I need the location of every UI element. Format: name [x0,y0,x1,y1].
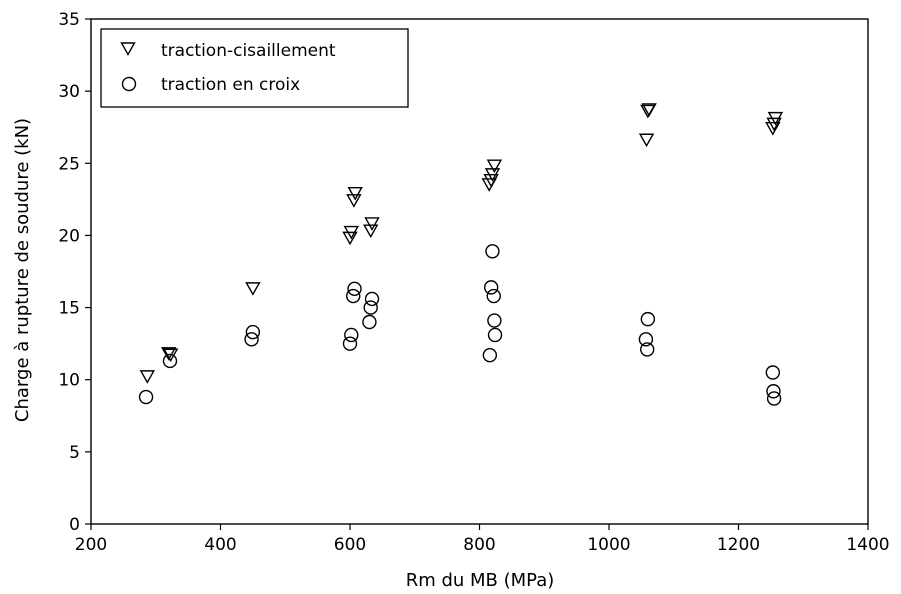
x-tick-label: 1400 [846,535,889,555]
data-point-traction-en-croix [640,311,656,327]
y-tick-label: 10 [58,371,80,391]
x-tick-label: 1200 [717,535,760,555]
data-point-traction-en-croix [766,384,781,399]
data-point-traction-en-croix [640,342,655,357]
data-point-traction-en-croix [483,280,499,295]
x-tick-label: 200 [75,535,107,555]
data-point-traction-en-croix [162,353,178,369]
axis-ticks: 200 400 600 800 1000 1200 1400 0 5 10 15 20 25 30 35 [58,10,889,555]
y-tick-label: 0 [69,515,80,535]
data-point-traction-cisaillement [765,122,781,136]
y-tick-label: 15 [58,299,80,319]
data-point-traction-cisaillement [363,224,379,239]
data-point-traction-cisaillement [161,347,177,361]
data-point-traction-en-croix [766,391,782,406]
data-point-traction-cisaillement [483,173,499,188]
data-point-traction-cisaillement [364,217,380,231]
legend-box [100,28,409,108]
legend-triangle-down-icon [120,42,136,56]
y-tick-label: 5 [69,443,80,463]
data-point-traction-en-croix [482,347,498,363]
data-point-traction-cisaillement [139,370,156,384]
data-point-traction-en-croix [346,288,361,304]
data-point-traction-en-croix [486,288,501,304]
data-point-traction-cisaillement [245,282,261,296]
legend-label-series-1: traction-cisaillement [161,41,336,61]
data-point-traction-en-croix [485,244,500,259]
x-tick-label: 1000 [587,535,630,555]
data-point-traction-cisaillement [343,225,359,240]
x-tick-label: 800 [463,535,495,555]
legend-circle-icon [121,76,137,92]
data-point-traction-en-croix [245,324,261,340]
data-point-traction-en-croix [138,389,154,405]
data-point-traction-cisaillement [767,111,784,126]
data-point-traction-en-croix [244,332,259,347]
data-point-traction-cisaillement [346,194,362,208]
data-point-traction-cisaillement [766,117,782,132]
y-axis-title: Charge à rupture de soudure (kN) [12,118,33,422]
data-point-traction-en-croix [364,291,380,307]
data-point-traction-cisaillement [486,159,503,174]
data-point-traction-cisaillement [641,103,657,117]
x-tick-label: 400 [204,535,236,555]
x-axis-title: Rm du MB (MPa) [406,570,555,591]
data-point-traction-en-croix [765,365,781,380]
data-point-traction-en-croix [347,281,362,297]
data-point-traction-cisaillement [638,133,655,148]
data-point-traction-cisaillement [640,104,656,119]
x-tick-label: 600 [334,535,366,555]
data-point-traction-en-croix [487,313,502,328]
legend-label-series-2: traction en croix [161,75,300,95]
y-tick-label: 20 [58,226,80,246]
data-point-traction-en-croix [362,314,377,330]
data-point-traction-en-croix [344,327,359,343]
data-point-traction-cisaillement [347,186,363,201]
data-points [138,103,784,406]
data-point-traction-en-croix [638,332,654,347]
data-point-traction-cisaillement [342,231,358,246]
y-tick-label: 25 [58,154,80,174]
y-tick-label: 35 [58,10,80,30]
data-point-traction-en-croix [487,327,503,343]
y-tick-label: 30 [58,82,80,102]
legend: traction-cisaillement traction en croix [100,28,409,108]
data-point-traction-en-croix [342,336,358,351]
data-point-traction-en-croix [363,300,378,315]
